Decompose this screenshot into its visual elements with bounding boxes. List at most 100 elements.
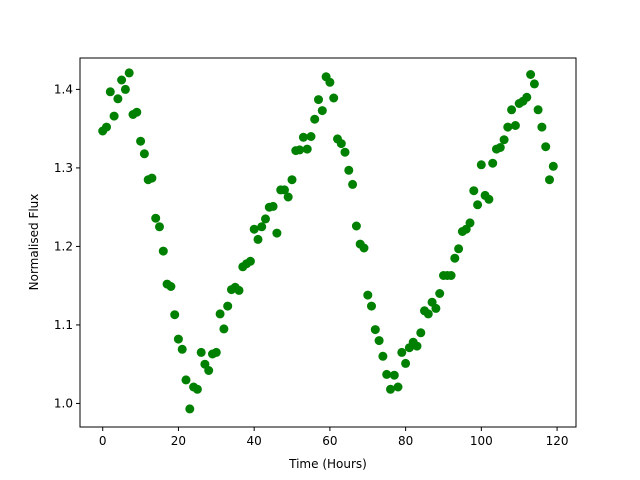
data-point [363, 290, 373, 300]
data-point [499, 135, 509, 145]
data-point [484, 194, 494, 204]
data-point [177, 344, 187, 354]
data-point [412, 341, 422, 351]
data-point [446, 271, 456, 280]
data-point [102, 122, 111, 132]
data-point [245, 256, 255, 266]
data-point [196, 347, 206, 357]
data-point [253, 234, 263, 244]
y-axis-label: Normalised Flux [27, 194, 41, 291]
data-point [219, 324, 229, 334]
data-point [382, 369, 392, 379]
data-point [450, 253, 460, 263]
data-point [181, 375, 191, 385]
data-point [158, 246, 168, 256]
data-point [234, 285, 244, 295]
data-point [132, 107, 142, 117]
data-point [306, 132, 316, 141]
data-point [351, 221, 361, 231]
y-tick-label: 1.2 [54, 239, 73, 253]
data-point [317, 106, 327, 116]
data-point [423, 309, 433, 319]
data-point [223, 301, 233, 311]
y-tick-label: 1.1 [54, 318, 73, 332]
x-axis-ticks: 0 20 40 60 80 100 120 [99, 427, 569, 448]
x-tick-label: 60 [322, 434, 337, 448]
data-point [397, 347, 407, 357]
data-point [113, 94, 123, 104]
x-tick-label: 80 [398, 434, 413, 448]
x-tick-label: 120 [546, 434, 569, 448]
data-point [374, 336, 384, 346]
data-point [147, 173, 157, 183]
data-point [503, 122, 513, 132]
x-axis-label: Time (Hours) [288, 457, 367, 471]
data-point [359, 243, 369, 253]
data-point [507, 105, 517, 115]
data-point [336, 139, 346, 149]
data-point [522, 92, 532, 102]
data-point [215, 309, 225, 319]
x-tick-label: 100 [470, 434, 493, 448]
data-point [431, 303, 441, 313]
data-point [386, 384, 395, 394]
data-points [98, 68, 558, 414]
data-point [340, 147, 350, 157]
data-point [283, 192, 293, 202]
data-point [473, 200, 483, 210]
data-point [261, 214, 270, 224]
y-axis-ticks: 1.0 1.1 1.2 1.3 1.4 [54, 82, 80, 410]
data-point [476, 160, 486, 170]
data-point [136, 136, 146, 146]
data-point [370, 325, 380, 335]
data-point [367, 301, 376, 311]
data-point [548, 161, 558, 171]
data-point [488, 158, 498, 168]
data-point [105, 87, 115, 97]
data-point [298, 132, 308, 142]
data-point [378, 351, 388, 361]
data-point [120, 84, 130, 94]
data-point [151, 213, 161, 223]
data-point [416, 328, 426, 338]
y-tick-label: 1.0 [54, 396, 73, 410]
data-point [117, 75, 127, 85]
data-point [124, 68, 134, 78]
data-point [295, 145, 305, 155]
data-point [268, 201, 278, 211]
data-point [109, 111, 119, 121]
data-point [537, 122, 547, 132]
data-point [495, 143, 505, 152]
x-tick-label: 20 [171, 434, 186, 448]
data-point [541, 142, 551, 152]
data-point [257, 222, 267, 232]
data-point [401, 358, 411, 368]
data-point [204, 366, 214, 375]
data-point [272, 228, 282, 238]
data-point [310, 114, 320, 124]
data-point [170, 310, 180, 320]
data-point [393, 382, 403, 392]
x-tick-label: 40 [247, 434, 262, 448]
data-point [325, 77, 335, 87]
data-point [533, 105, 543, 115]
data-point [465, 218, 475, 228]
data-point [435, 289, 445, 298]
data-point [211, 347, 221, 357]
data-point [173, 334, 183, 344]
data-point [185, 404, 195, 414]
data-point [344, 165, 354, 175]
data-point [166, 282, 176, 291]
data-point [249, 224, 259, 234]
data-point [469, 186, 479, 196]
data-point [510, 121, 520, 130]
data-point [155, 222, 164, 232]
data-point [529, 79, 539, 89]
data-point [526, 70, 536, 79]
data-point [280, 185, 289, 195]
data-point [348, 179, 358, 189]
data-point [329, 93, 339, 103]
data-point [454, 244, 464, 254]
